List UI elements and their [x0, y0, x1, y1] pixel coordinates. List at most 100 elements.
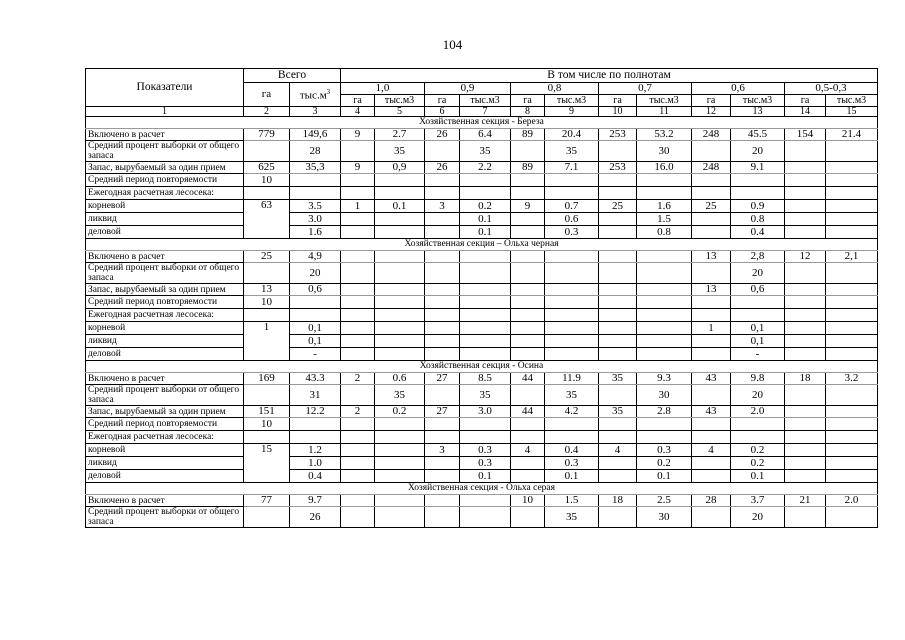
table-cell: [598, 212, 638, 226]
table-cell: [288, 430, 342, 444]
table-cell: [825, 212, 879, 226]
table-cell: [459, 506, 512, 528]
table-cell: 4: [510, 443, 546, 457]
table-cell: 0.2: [636, 456, 693, 470]
table-cell: [784, 161, 827, 174]
table-cell: [459, 494, 512, 507]
header-unit-volume: тыс.м3: [459, 94, 512, 107]
header-indicator: Показатели: [85, 68, 244, 107]
table-cell: 9.1: [730, 161, 786, 174]
table-cell: 43: [691, 405, 732, 418]
table-cell: 4,9: [288, 250, 342, 263]
table-cell: [340, 140, 376, 162]
table-cell: 253: [598, 161, 638, 174]
table-cell: 35: [544, 140, 600, 162]
table-cell: [459, 308, 512, 322]
table-cell: 27: [424, 372, 461, 385]
harvest-table: Показатели Всего В том числе по полнотам…: [84, 68, 879, 528]
table-cell: [691, 186, 732, 200]
table-cell: [340, 417, 376, 431]
table-cell: [510, 417, 546, 431]
table-row: деловой 0.4 0.1 0.1 0.1 0.1: [85, 469, 879, 483]
table-cell: [424, 347, 461, 361]
table-cell: 11.9: [544, 372, 600, 385]
table-cell: [598, 334, 638, 348]
table-row: Средний период повторяемости 10: [85, 295, 879, 309]
table-cell: [784, 308, 827, 322]
column-number: 10: [598, 106, 638, 117]
table-cell: 53.2: [636, 128, 693, 141]
table-cell: [691, 308, 732, 322]
table-cell: 10: [243, 295, 290, 309]
table-cell: 248: [691, 128, 732, 141]
table-cell: [340, 430, 376, 444]
table-cell: [544, 262, 600, 284]
table-cell: 27: [424, 405, 461, 418]
table-cell: 25: [598, 199, 638, 213]
row-label: Запас, вырубаемый за один прием: [85, 161, 244, 174]
table-cell: [459, 250, 512, 263]
table-cell: 2,8: [730, 250, 786, 263]
table-cell: [340, 212, 376, 226]
table-cell: 18: [598, 494, 638, 507]
header-density: 0,8: [510, 82, 600, 95]
header-total-ga: га: [243, 82, 290, 107]
table-cell: 154: [784, 128, 827, 141]
table-cell: 3.0: [288, 212, 342, 226]
table-cell: 44: [510, 372, 546, 385]
table-cell: 0.6: [374, 372, 426, 385]
table-cell: 0.1: [374, 199, 426, 213]
table-cell: [374, 347, 426, 361]
table-cell: [730, 417, 786, 431]
row-label: ликвид: [85, 334, 244, 348]
table-cell: [340, 494, 376, 507]
table-cell: [374, 308, 426, 322]
table-cell: [730, 308, 786, 322]
table-cell: 35: [544, 384, 600, 406]
table-cell: [598, 469, 638, 483]
table-cell: 21: [784, 494, 827, 507]
table-cell: 0.4: [288, 469, 342, 483]
table-cell: [424, 283, 461, 296]
table-cell: [510, 308, 546, 322]
page-number: 104: [442, 37, 463, 52]
table-cell: 3: [424, 199, 461, 213]
table-cell: [510, 347, 546, 361]
column-number: 4: [340, 106, 376, 117]
table-cell: 2.8: [636, 405, 693, 418]
table-cell: [424, 308, 461, 322]
column-number: 13: [730, 106, 786, 117]
table-cell: [636, 321, 693, 335]
column-number: 5: [374, 106, 426, 117]
table-cell: [459, 347, 512, 361]
table-cell: [243, 140, 290, 162]
table-cell: 30: [636, 140, 693, 162]
table-cell: [825, 262, 879, 284]
table-cell: [691, 173, 732, 187]
table-cell: 0.4: [544, 443, 600, 457]
table-cell: [340, 283, 376, 296]
table-cell: 1.6: [636, 199, 693, 213]
table-cell: [340, 456, 376, 470]
table-cell: [340, 334, 376, 348]
table-cell: [340, 321, 376, 335]
table-cell: [374, 321, 426, 335]
row-label: Включено в расчет: [85, 250, 244, 263]
table-cell: [784, 347, 827, 361]
table-cell: [459, 321, 512, 335]
table-cell: [825, 321, 879, 335]
table-cell: [374, 456, 426, 470]
table-cell: [544, 430, 600, 444]
table-cell: 9: [510, 199, 546, 213]
table-row: Средний процент выборки от общего запаса…: [85, 262, 879, 284]
table-cell: 0.1: [544, 469, 600, 483]
table-cell: [598, 173, 638, 187]
table-cell: [424, 321, 461, 335]
table-cell: [825, 347, 879, 361]
table-cell: 0.1: [459, 225, 512, 239]
header-unit-ga: га: [691, 94, 732, 107]
table-row: Включено в расчет 25 4,9 13 2,8 12 2,1: [85, 250, 879, 263]
column-number: 12: [691, 106, 732, 117]
table-cell: 2: [340, 372, 376, 385]
table-cell: [825, 469, 879, 483]
